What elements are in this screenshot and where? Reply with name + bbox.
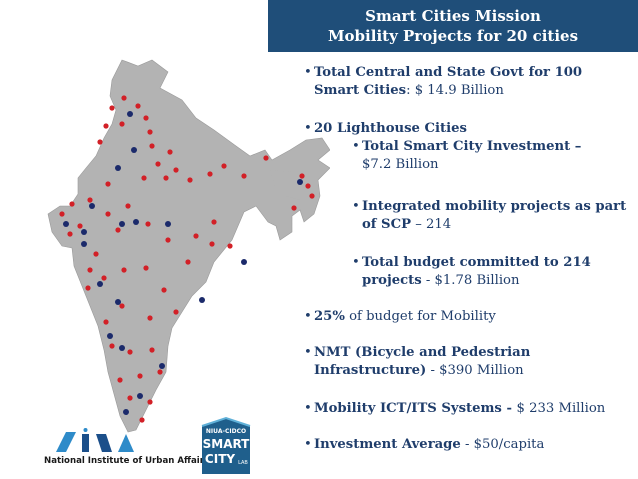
india-map (47, 59, 330, 433)
smart-top: NIUA-CIDCO (206, 428, 246, 435)
smart-city-lab-logo: NIUA-CIDCO SMART CITY LAB (201, 416, 251, 474)
bullet-integrated-projects: • Integrated mobility projects as part of… (352, 199, 627, 232)
smart-line3: LAB (238, 460, 248, 466)
smart-line1: SMART (203, 437, 251, 451)
bullet-ict-its: • Mobility ICT/ITS Systems - $ 233 Millio… (304, 401, 606, 416)
bullet-total-budget: • Total budget committed to 214 projects … (352, 255, 591, 288)
niua-caption: National Institute of Urban Affairs (44, 456, 210, 466)
bullet-nmt: • NMT (Bicycle and Pedestrian Infrastruct… (304, 345, 531, 378)
bullet-investment-average: • Investment Average - $50/capita (304, 437, 545, 452)
city-dots (59, 95, 315, 423)
bullet-total-investment: • Total Smart City Investment – $7.2 Bill… (352, 139, 582, 172)
smart-line2: CITY (205, 452, 235, 466)
bullet-lighthouse-cities: • 20 Lighthouse Cities (304, 121, 467, 136)
bullet-smart-cities-total: • Total Central and State Govt for 100 Sm… (304, 65, 583, 98)
india-outline (47, 59, 330, 433)
bullet-budget-share: • 25% of budget for Mobility (304, 309, 496, 324)
title-line-1: Smart Cities Mission (365, 7, 541, 25)
lighthouse-city-dots (63, 111, 303, 415)
niua-logo (56, 428, 134, 452)
title-line-2: Mobility Projects for 20 cities (327, 27, 579, 45)
title-banner: Smart Cities Mission Mobility Projects f… (268, 0, 638, 52)
